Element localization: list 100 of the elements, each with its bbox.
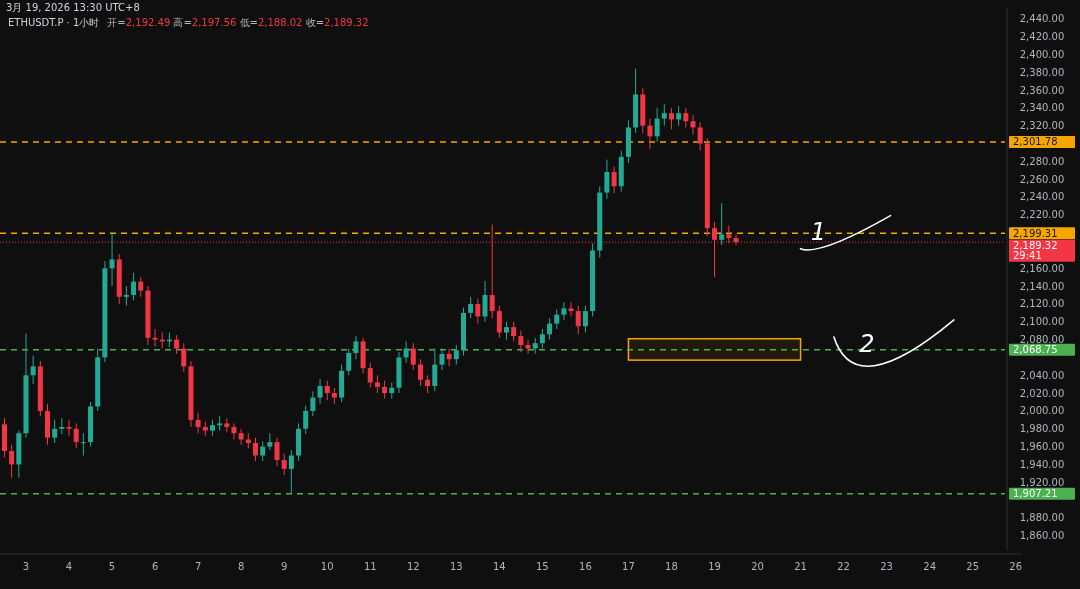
candlestick xyxy=(432,348,438,392)
candlestick xyxy=(195,412,201,434)
candlestick xyxy=(496,305,502,339)
candlestick xyxy=(611,166,617,194)
y-tick-label: 2,420.00 xyxy=(1019,31,1065,43)
candlestick xyxy=(109,232,115,287)
candlestick xyxy=(719,202,725,246)
y-tick-label: 2,440.00 xyxy=(1019,13,1065,25)
candlestick xyxy=(303,405,309,435)
annotation: 1 xyxy=(810,217,827,246)
x-tick-label: 12 xyxy=(406,561,420,572)
x-tick-label: 24 xyxy=(923,561,937,572)
y-tick-label: 2,220.00 xyxy=(1019,209,1065,221)
candlestick xyxy=(123,285,129,307)
candlestick xyxy=(131,272,137,301)
y-tick-label: 2,020.00 xyxy=(1019,387,1065,399)
ref-line-label: 1,907.21 xyxy=(1013,488,1058,500)
candlestick xyxy=(661,103,667,127)
candlestick xyxy=(683,107,689,128)
candlestick xyxy=(439,348,445,371)
candlestick xyxy=(575,305,581,335)
y-tick-label: 2,280.00 xyxy=(1019,155,1065,167)
candlestick xyxy=(252,437,259,462)
candlestick xyxy=(654,107,660,143)
ref-line-label: 2,199.31 xyxy=(1013,227,1058,239)
candlestick xyxy=(367,362,373,389)
candlestick xyxy=(59,417,65,435)
candlestick xyxy=(66,419,72,437)
candlestick xyxy=(539,328,545,350)
candlestick xyxy=(711,221,718,278)
y-tick-label: 1,880.00 xyxy=(1019,512,1065,524)
candlestick xyxy=(475,298,481,325)
x-tick-label: 15 xyxy=(536,561,549,572)
y-tick-label: 2,360.00 xyxy=(1019,84,1065,96)
candlestick xyxy=(525,339,531,355)
y-tick-label: 2,380.00 xyxy=(1019,66,1065,78)
candlestick xyxy=(353,335,359,360)
y-tick-label: 2,320.00 xyxy=(1019,120,1065,132)
candlestick xyxy=(52,419,58,444)
y-tick-label: 2,340.00 xyxy=(1019,102,1065,114)
candlestick xyxy=(446,348,452,367)
candlestick xyxy=(582,305,588,333)
candlestick xyxy=(30,355,36,385)
candlestick xyxy=(174,334,180,355)
candlestick xyxy=(468,296,474,319)
candlestick xyxy=(482,280,488,323)
x-tick-label: 8 xyxy=(237,561,245,572)
x-tick-label: 9 xyxy=(281,561,288,572)
x-tick-label: 4 xyxy=(65,561,73,572)
text: ETHUSDT.P · 1小时 xyxy=(8,17,100,28)
x-tick-label: 17 xyxy=(622,561,635,572)
y-tick-label: 1,860.00 xyxy=(1019,530,1065,542)
x-tick-label: 11 xyxy=(363,561,377,572)
candlestick xyxy=(604,159,610,200)
ref-line-label: 2,301.78 xyxy=(1013,136,1058,148)
candlestick xyxy=(668,107,674,130)
candlestick xyxy=(518,330,524,353)
x-tick-label: 23 xyxy=(880,561,893,572)
candlestick xyxy=(511,321,517,342)
candlestick xyxy=(181,342,187,373)
candlestick xyxy=(80,432,86,457)
x-tick-label: 20 xyxy=(751,561,764,572)
y-tick-label: 1,960.00 xyxy=(1019,441,1065,453)
y-tick-label: 2,080.00 xyxy=(1019,334,1065,346)
candlestick xyxy=(9,444,15,479)
ref-line-label: 2,189.32 29:41 xyxy=(1013,240,1058,262)
candlestick xyxy=(310,390,316,417)
x-tick-label: 21 xyxy=(794,561,807,572)
candlestick xyxy=(410,342,416,371)
candlestick xyxy=(346,348,352,376)
ref-line-label: 2,068.75 xyxy=(1013,344,1058,356)
candlestick xyxy=(152,328,158,348)
candlestick xyxy=(231,422,237,440)
x-tick-label: 18 xyxy=(665,561,678,572)
x-tick-label: 3 xyxy=(22,561,30,572)
candlestick xyxy=(217,415,223,432)
x-tick-label: 7 xyxy=(194,561,202,572)
candlestick xyxy=(73,422,79,449)
x-tick-label: 16 xyxy=(579,561,592,572)
y-tick-label: 2,400.00 xyxy=(1019,48,1065,60)
x-tick-label: 26 xyxy=(1009,561,1023,572)
candlestick xyxy=(317,378,323,405)
x-tick-label: 13 xyxy=(449,561,463,572)
y-tick-label: 2,100.00 xyxy=(1019,316,1065,328)
y-tick-label: 1,940.00 xyxy=(1019,458,1065,470)
x-tick-label: 22 xyxy=(837,561,850,572)
annotation: 3月 19, 2026 13:30 UTC+8 xyxy=(6,2,140,13)
y-tick-label: 2,120.00 xyxy=(1019,298,1065,310)
candlestick xyxy=(554,308,560,330)
candlestick xyxy=(138,276,144,298)
candlestick xyxy=(676,105,682,127)
candlestick xyxy=(324,380,330,401)
candlestick xyxy=(690,114,696,136)
y-tick-label: 2,160.00 xyxy=(1019,262,1065,274)
x-tick-label: 19 xyxy=(708,561,721,572)
y-tick-label: 1,980.00 xyxy=(1019,423,1065,435)
candlestick xyxy=(417,358,423,387)
candlestick xyxy=(453,344,459,366)
candlestick xyxy=(568,301,574,317)
candlestick xyxy=(561,301,567,321)
